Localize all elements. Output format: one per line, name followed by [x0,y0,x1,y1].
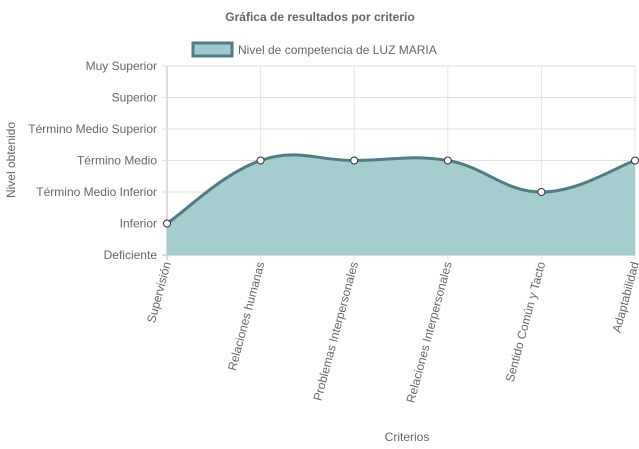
x-axis-label: Criterios [385,430,430,444]
legend-swatch [191,41,234,58]
y-tick-label: Superior [112,91,157,105]
x-tick-label: Supervisión [144,260,174,324]
y-tick-label: Muy Superior [86,59,157,73]
x-tick-label: Relaciones humanas [225,260,268,372]
y-tick-label: Término Medio Inferior [36,185,157,199]
y-tick-label: Término Medio Superior [28,122,157,136]
point [537,188,546,196]
chart-title: Gráfica de resultados por criterio [225,10,414,24]
x-tick-label: Relaciones Interpersonales [404,260,455,404]
point [256,156,265,165]
x-tick-label: Adaptabilidad [610,260,639,334]
legend-label: Nivel de competencia de LUZ MARIA [238,43,437,57]
area-fill [167,154,635,255]
y-tick-label: Término Medio [77,154,157,168]
line [166,153,636,225]
point [163,219,171,228]
y-axis-label: Nivel obtenido [4,122,18,198]
y-tick-label: Deficiente [104,248,158,262]
y-tick-label: Inferior [120,217,157,231]
x-tick-label: Sentido Común y Tacto [503,260,549,384]
point [350,156,359,165]
point [443,156,452,165]
x-tick-label: Problemas Interpersonales [310,260,361,402]
point [631,156,639,165]
